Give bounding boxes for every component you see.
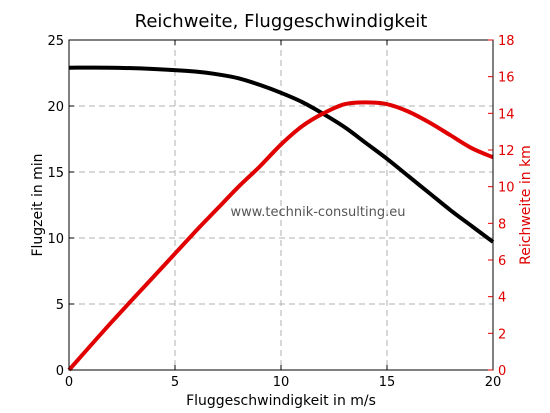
- y-right-tick-label: 2: [498, 327, 506, 342]
- y-right-tick-label: 14: [498, 107, 515, 122]
- y-left-tick-label: 25: [47, 34, 64, 49]
- y-right-tick-label: 6: [498, 254, 506, 269]
- y-right-tick-label: 10: [498, 181, 515, 196]
- y-right-axis-label: Reichweite in km: [518, 145, 534, 265]
- y-right-tick-label: 16: [498, 71, 515, 86]
- chart-title: Reichweite, Fluggeschwindigkeit: [135, 11, 428, 32]
- y-right-tick-label: 18: [498, 34, 515, 49]
- y-right-tick-label: 4: [498, 291, 506, 306]
- x-axis-label: Fluggeschwindigkeit in m/s: [186, 393, 376, 409]
- x-tick-label: 20: [485, 375, 502, 390]
- x-tick-label: 10: [273, 375, 290, 390]
- x-tick-label: 5: [171, 375, 179, 390]
- y-right-tick-label: 8: [498, 217, 506, 232]
- y-left-tick-label: 20: [47, 100, 64, 115]
- y-right-tick-label: 12: [498, 144, 515, 159]
- watermark: www.technik-consulting.eu: [231, 205, 406, 220]
- grid: [69, 40, 493, 370]
- y-left-tick-label: 10: [47, 232, 64, 247]
- x-tick-label: 0: [65, 375, 73, 390]
- series-line-reichweite: [67, 100, 494, 372]
- y-left-axis-label: Flugzeit in min: [30, 153, 46, 256]
- y-left-tick-label: 5: [56, 298, 64, 313]
- y-left-tick-label: 15: [47, 166, 64, 181]
- x-tick-label: 15: [379, 375, 396, 390]
- series-layer: [67, 65, 495, 372]
- y-right-tick-label: 0: [498, 364, 506, 379]
- y-left-tick-label: 0: [56, 364, 64, 379]
- series-line-flugzeit: [68, 65, 495, 244]
